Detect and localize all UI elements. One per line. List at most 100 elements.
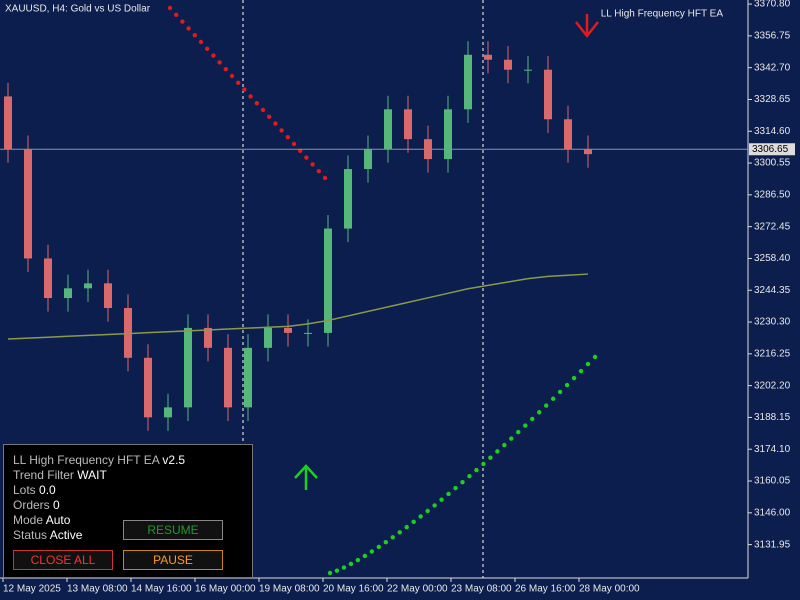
y-tick-label: 3328.65 (754, 94, 791, 105)
y-tick-label: 3174.10 (754, 444, 791, 455)
resume-button[interactable]: RESUME (123, 520, 223, 540)
moving-average (7, 273, 589, 340)
panel-header: LL High Frequency HFT EA v2.5 (13, 453, 185, 467)
sar-dot (198, 39, 204, 45)
sar-dot (425, 508, 430, 514)
current-price-label: 3306.65 (752, 144, 789, 155)
x-tick-label: 26 May 16:00 (515, 584, 576, 595)
row-label: Orders (13, 498, 50, 512)
sar-dot (543, 403, 549, 408)
sar-dot (578, 368, 584, 374)
sar-dot (592, 354, 598, 360)
sar-dot (180, 19, 185, 24)
sar-dot (304, 155, 309, 160)
candle-body (304, 332, 312, 334)
candle-body (144, 357, 152, 418)
y-tick-label: 3188.15 (754, 412, 791, 423)
sar-dot (186, 26, 191, 31)
candle-body (584, 149, 592, 155)
sar-dot (516, 429, 521, 435)
candle-body (244, 347, 252, 408)
sar-dot (571, 375, 577, 381)
x-tick-label: 16 May 00:00 (195, 584, 256, 595)
y-tick-label: 3244.35 (754, 285, 791, 296)
candle-body (364, 149, 372, 170)
row-label: Mode (13, 513, 44, 527)
sar-dot (432, 503, 437, 508)
sell-arrow (575, 14, 599, 39)
x-tick-label: 13 May 08:00 (67, 584, 128, 595)
y-tick-label: 3160.05 (754, 476, 791, 487)
sar-dot (397, 530, 402, 535)
panel-row: Trend Filter WAIT (13, 468, 107, 482)
candle-body (324, 228, 332, 333)
sar-dot (411, 519, 416, 525)
sar-dot (439, 497, 444, 502)
x-tick-label: 20 May 16:00 (323, 584, 384, 595)
panel-row: Lots 0.0 (13, 483, 56, 497)
sar-dot (537, 410, 542, 415)
candle-body (84, 283, 92, 289)
current-price-box (749, 143, 795, 156)
row-value: WAIT (77, 468, 107, 482)
x-tick-label: 12 May 2025 (3, 584, 61, 595)
row-value: 0.0 (39, 483, 56, 497)
row-label: Trend Filter (13, 468, 74, 482)
sar-dot (327, 570, 333, 576)
y-tick-label: 3370.80 (754, 0, 791, 10)
candle-body (384, 109, 392, 150)
sar-dot (192, 33, 197, 38)
candle-body (564, 119, 572, 150)
sar-dot (279, 128, 284, 133)
sar-dot (267, 114, 272, 120)
close-all-button[interactable]: CLOSE ALL (13, 550, 113, 570)
candle-body (404, 109, 412, 140)
y-tick-label: 3286.50 (754, 189, 791, 200)
sar-dot (523, 423, 528, 428)
y-tick-label: 3131.95 (754, 539, 791, 550)
candle-body (24, 149, 32, 259)
x-tick-label: 23 May 08:00 (451, 584, 512, 595)
sar-dot (273, 121, 278, 126)
sar-dot (248, 94, 253, 99)
candle-body (224, 347, 232, 408)
candle-body (284, 327, 292, 333)
sar-dot (310, 162, 315, 167)
sar-dot (362, 553, 368, 559)
candle-body (444, 109, 452, 160)
y-tick-label: 3300.55 (754, 158, 791, 169)
sar-dot (467, 473, 472, 479)
sar-dot (316, 169, 321, 174)
candle-body (424, 139, 432, 160)
sar-dot (557, 389, 563, 395)
panel-row: Status Active (13, 528, 82, 542)
chart-title: XAUUSD, H4: Gold vs US Dollar (5, 4, 151, 15)
ea-panel: LL High Frequency HFT EA v2.5 Trend Filt… (3, 444, 253, 578)
sar-dot (446, 491, 451, 497)
sar-dot (254, 101, 259, 106)
x-tick-label: 19 May 08:00 (259, 584, 320, 595)
sar-dot (509, 436, 514, 441)
candle-body (544, 69, 552, 120)
sar-dot (341, 565, 347, 570)
sar-dot (223, 67, 228, 72)
sar-dot (502, 442, 507, 448)
candle-body (484, 54, 492, 60)
candle-body (164, 407, 172, 418)
panel-title: LL High Frequency HFT EA (13, 453, 160, 467)
y-tick-label: 3258.40 (754, 253, 791, 264)
pause-button[interactable]: PAUSE (123, 550, 223, 570)
sar-dot (217, 60, 222, 65)
sar-dot (174, 12, 179, 17)
x-tick-label: 14 May 16:00 (131, 584, 192, 595)
panel-version: v2.5 (162, 453, 186, 467)
sar-dot (236, 80, 241, 86)
sar-dot (453, 485, 458, 491)
sar-dot (348, 561, 354, 567)
sar-dot (242, 87, 247, 92)
sar-dot (564, 382, 570, 388)
sar-dots (167, 5, 598, 576)
sar-dot (211, 53, 216, 58)
panel-row: Mode Auto (13, 513, 70, 527)
